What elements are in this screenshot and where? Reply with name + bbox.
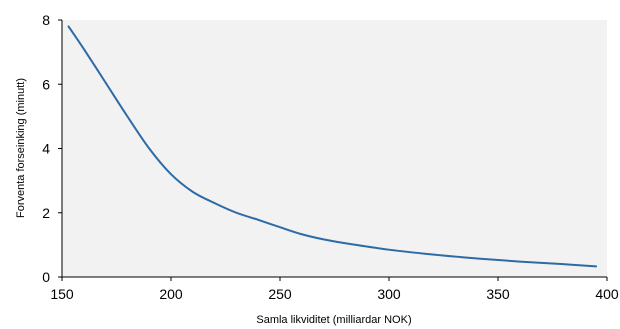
x-tick-label: 400 — [595, 286, 619, 302]
x-axis-title: Samla likviditet (milliardar NOK) — [256, 314, 411, 326]
y-tick-label: 8 — [42, 12, 50, 28]
y-axis-title: Forventa forseinking (minutt) — [15, 78, 27, 218]
y-tick-label: 0 — [42, 269, 50, 285]
x-tick-label: 150 — [50, 286, 74, 302]
x-tick-label: 200 — [159, 286, 183, 302]
y-tick-label: 2 — [42, 205, 50, 221]
y-tick-label: 6 — [42, 76, 50, 92]
plot-area — [62, 20, 607, 277]
y-tick-label: 4 — [42, 141, 50, 157]
x-tick-label: 250 — [268, 286, 292, 302]
x-tick-label: 300 — [377, 286, 401, 302]
x-tick-label: 350 — [486, 286, 510, 302]
series-line — [67, 25, 598, 268]
